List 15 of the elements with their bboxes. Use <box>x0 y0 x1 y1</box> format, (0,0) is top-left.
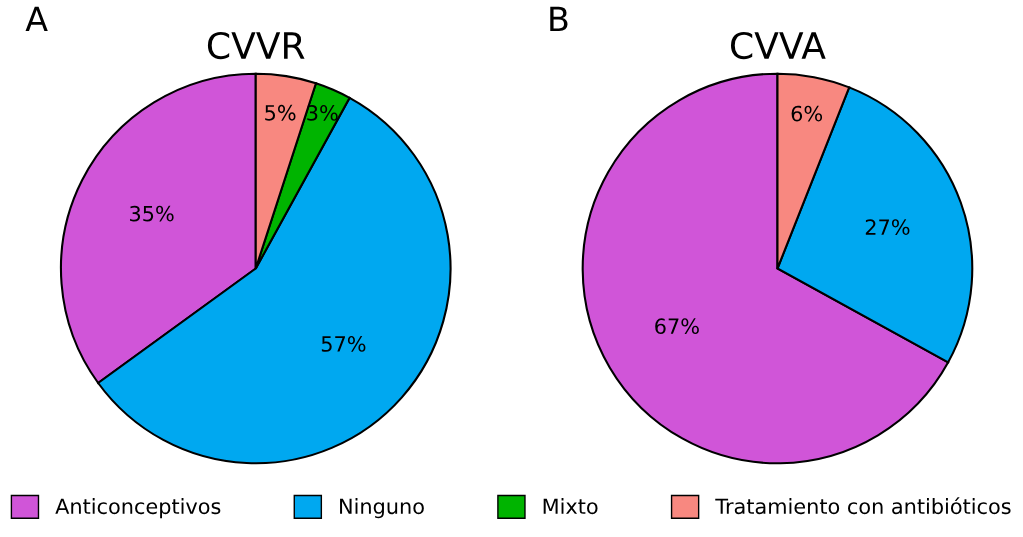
text: B <box>550 6 568 32</box>
legend-label: Anticonceptivos <box>55 498 221 519</box>
chart-title: CVVA <box>731 31 826 60</box>
data-label: 57% <box>321 336 366 352</box>
data-label: 5% <box>265 104 296 121</box>
data-label: 35% <box>130 205 174 222</box>
data-label: 6% <box>791 105 823 122</box>
legend-label: Ninguno <box>340 498 424 519</box>
chart-title: CVVR <box>207 31 305 60</box>
data-label: 3% <box>307 105 338 121</box>
legend-label: Mixto <box>543 498 598 515</box>
data-label: 27% <box>865 219 910 235</box>
data-label: 67% <box>655 318 699 335</box>
text: A <box>25 6 48 32</box>
legend-label: Tratamiento con antibióticos <box>715 497 1011 515</box>
